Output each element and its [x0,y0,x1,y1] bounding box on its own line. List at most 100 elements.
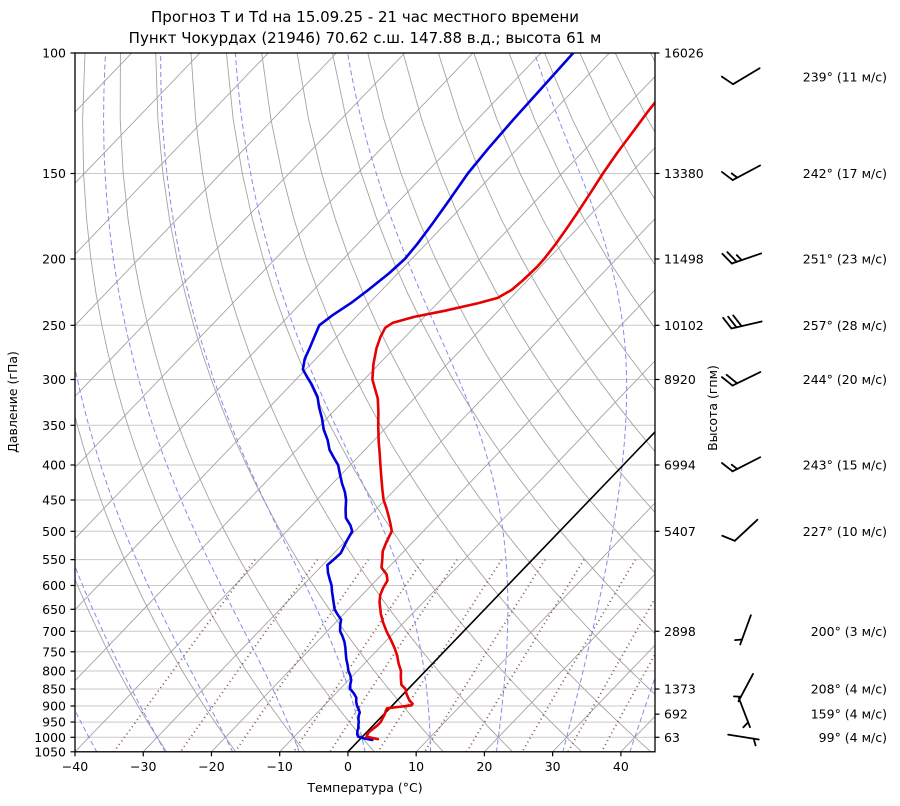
sounding-curves [301,53,655,742]
moist-adiabat-line [160,53,366,752]
barb-feather-full [727,315,738,329]
pressure-tick-label: 350 [42,418,66,433]
dewpoint-curve [301,53,575,742]
wind-label: 257° (28 м/с) [803,318,887,333]
isotherm-line [211,289,655,752]
moist-adiabat-line [75,365,234,752]
dry-adiabat-line [437,53,655,453]
wind-label: 244° (20 м/с) [803,372,887,387]
pressure-tick-label: 800 [42,663,66,678]
pressure-tick-label: 1000 [34,730,66,745]
temperature-tick-label: −20 [198,759,224,774]
temperature-tick-label: −40 [62,759,88,774]
dry-adiabat-line [650,53,655,63]
pressure-tick-label: 600 [42,578,66,593]
mixing-ratio-line [377,559,503,752]
barb-feather-half [730,172,739,179]
dry-adiabat-line [225,53,583,752]
dry-adiabat-line [75,414,237,752]
temperature-curve [365,100,655,741]
mixing-ratio-line [179,559,319,752]
pressure-tick-label: 1050 [34,744,66,759]
pressure-tick-label: 150 [42,166,66,181]
wind-barb [727,733,760,747]
barb-feather-full [721,171,734,181]
mixing-ratio-line [567,596,655,752]
background-grid [75,53,655,752]
barb-feather-half [730,463,739,470]
isotherm-line [75,53,474,469]
mixing-ratio-line [234,559,370,752]
wind-label: 242° (17 м/с) [803,166,887,181]
y2-axis-label: Высота (гпм) [705,365,720,451]
barb-feather-full [721,252,733,265]
isotherm-line [75,53,269,255]
pressure-tick-label: 900 [42,698,66,713]
dry-adiabat-line [119,53,375,752]
wind-barb [721,371,762,387]
moist-adiabat-line [347,53,509,752]
chart-title-line2: Пункт Чокурдах (21946) 70.62 с.ш. 147.88… [129,29,602,47]
height-tick-label: 16026 [664,46,704,61]
barb-feather-half [742,721,750,729]
isotherm-line [620,715,655,752]
wind-barb [721,251,763,265]
height-tick-label: 1373 [664,682,696,697]
pressure-tick-label: 650 [42,602,66,617]
y-axis-label: Давление (гПа) [5,351,20,453]
height-tick-label: 11498 [664,251,704,266]
height-tick-label: 2898 [664,624,696,639]
pressure-tick-label: 300 [42,372,66,387]
dry-adiabat-line [331,53,655,635]
mixing-ratio-line [329,559,458,752]
barb-staff [732,67,761,86]
moist-adiabat-line [103,53,300,752]
dry-adiabat-line [579,53,655,201]
pressure-tick-label: 450 [42,492,66,507]
barb-feather-full [726,251,738,263]
x-axis-label: Температура (°C) [306,780,422,795]
isotherm-line [415,502,655,752]
chart-title-line1: Прогноз Т и Td на 15.09.25 - 21 час мест… [151,8,579,26]
wind-barb [734,614,752,646]
dry-adiabat-line [614,53,655,134]
dry-adiabat-line [544,53,655,266]
pressure-tick-label: 500 [42,524,66,539]
pressure-tick-label: 850 [42,682,66,697]
wind-barb [720,67,761,86]
wind-barb [721,518,759,542]
temperature-tick-label: −10 [267,759,293,774]
wind-label: 99° (4 м/с) [819,730,887,745]
isotherm-line [484,573,655,752]
isotherm-line [75,53,610,611]
isotherm-line [552,644,655,752]
barb-feather-half [734,638,743,642]
wind-barb [721,164,761,181]
dry-adiabat-line [155,53,444,752]
plot-border [74,52,656,753]
wind-barb [721,456,762,473]
barb-feather-full [721,376,734,387]
moist-adiabat-line [629,676,655,752]
isotherm-line [75,146,655,752]
temperature-tick-label: 20 [476,759,492,774]
pressure-tick-label: 750 [42,644,66,659]
pressure-tick-label: 400 [42,457,66,472]
mixing-ratio-line [465,559,585,752]
barb-staff [733,518,759,542]
isotherm-line [142,218,655,752]
pressure-tick-label: 700 [42,624,66,639]
barb-feather-full [732,314,743,328]
wind-label: 200° (3 м/с) [811,624,887,639]
dry-adiabat-line [82,53,306,752]
tick-labels: 1001502002503003504004505005506006507007… [34,46,704,774]
wind-barb [722,314,763,330]
barb-feather-full [725,373,739,385]
wind-label: 239° (11 м/с) [803,70,887,85]
wind-barbs: 239° (11 м/с) 242° (17 м/с) 251° (23 м/с) 2… [720,67,887,747]
wind-label: 243° (15 м/с) [803,457,887,472]
dry-adiabat-line [190,53,513,752]
isotherm-line [75,53,337,326]
